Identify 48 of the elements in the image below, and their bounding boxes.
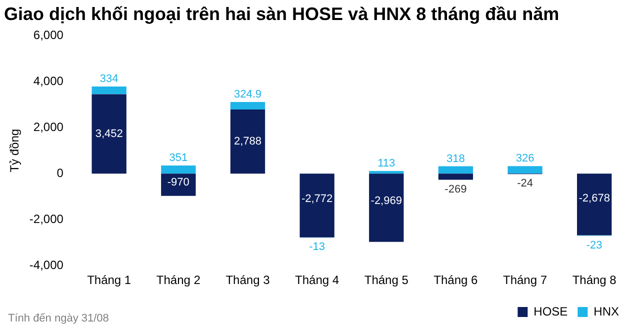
data-label: -2,772 — [301, 193, 333, 206]
data-label: 334 — [100, 73, 118, 86]
bar — [508, 166, 542, 174]
legend-label: HNX — [594, 304, 620, 318]
legend-label: HOSE — [534, 304, 568, 318]
data-label: 351 — [169, 152, 188, 164]
data-label: -24 — [517, 178, 533, 190]
bar — [92, 86, 126, 94]
y-tick-label: 0 — [56, 166, 64, 180]
text: Tính đến ngày 31/08 — [8, 312, 109, 325]
bar — [438, 166, 474, 174]
x-tick-label: Tháng 8 — [572, 273, 617, 288]
data-label: -2,969 — [370, 194, 402, 207]
data-label: 324.9 — [234, 88, 262, 101]
y-tick-label: -2,000 — [29, 212, 64, 226]
data-label: 318 — [446, 152, 465, 165]
bar — [161, 174, 196, 196]
y-tick-label: 4,000 — [33, 74, 64, 88]
bar — [438, 174, 474, 180]
data-label: 113 — [378, 158, 396, 170]
bar — [577, 174, 612, 236]
data-label: -269 — [444, 183, 467, 196]
y-axis-title: Tỷ đồng — [8, 128, 22, 172]
data-label: 326 — [516, 152, 534, 165]
bar — [230, 102, 266, 110]
x-tick-label: Tháng 3 — [226, 273, 270, 288]
data-label: -23 — [586, 239, 602, 252]
bar — [92, 94, 126, 174]
x-tick-label: Tháng 5 — [364, 273, 409, 288]
data-label: -2,678 — [578, 192, 610, 204]
x-tick-label: Tháng 1 — [87, 273, 132, 288]
bar — [300, 174, 334, 238]
chart-title: Giao dịch khối ngoại trên hai sàn HOSE và HNX 8 tháng đầu năm — [4, 4, 560, 24]
x-tick-label: Tháng 6 — [434, 273, 478, 288]
y-tick-label: -4,000 — [29, 258, 64, 272]
x-tick-label: Tháng 4 — [295, 273, 340, 288]
data-label: -970 — [167, 176, 190, 189]
y-tick-label: 6,000 — [33, 28, 64, 42]
data-label: 3,452 — [95, 128, 123, 140]
bar — [230, 109, 266, 174]
bar — [369, 174, 404, 242]
y-tick-label: 2,000 — [33, 120, 64, 134]
bar — [161, 166, 196, 174]
x-tick-label: Tháng 2 — [156, 273, 201, 288]
data-label: 2,788 — [234, 136, 262, 148]
x-tick-label: Tháng 7 — [502, 273, 548, 288]
bar — [369, 171, 404, 174]
data-label: -13 — [309, 241, 326, 254]
